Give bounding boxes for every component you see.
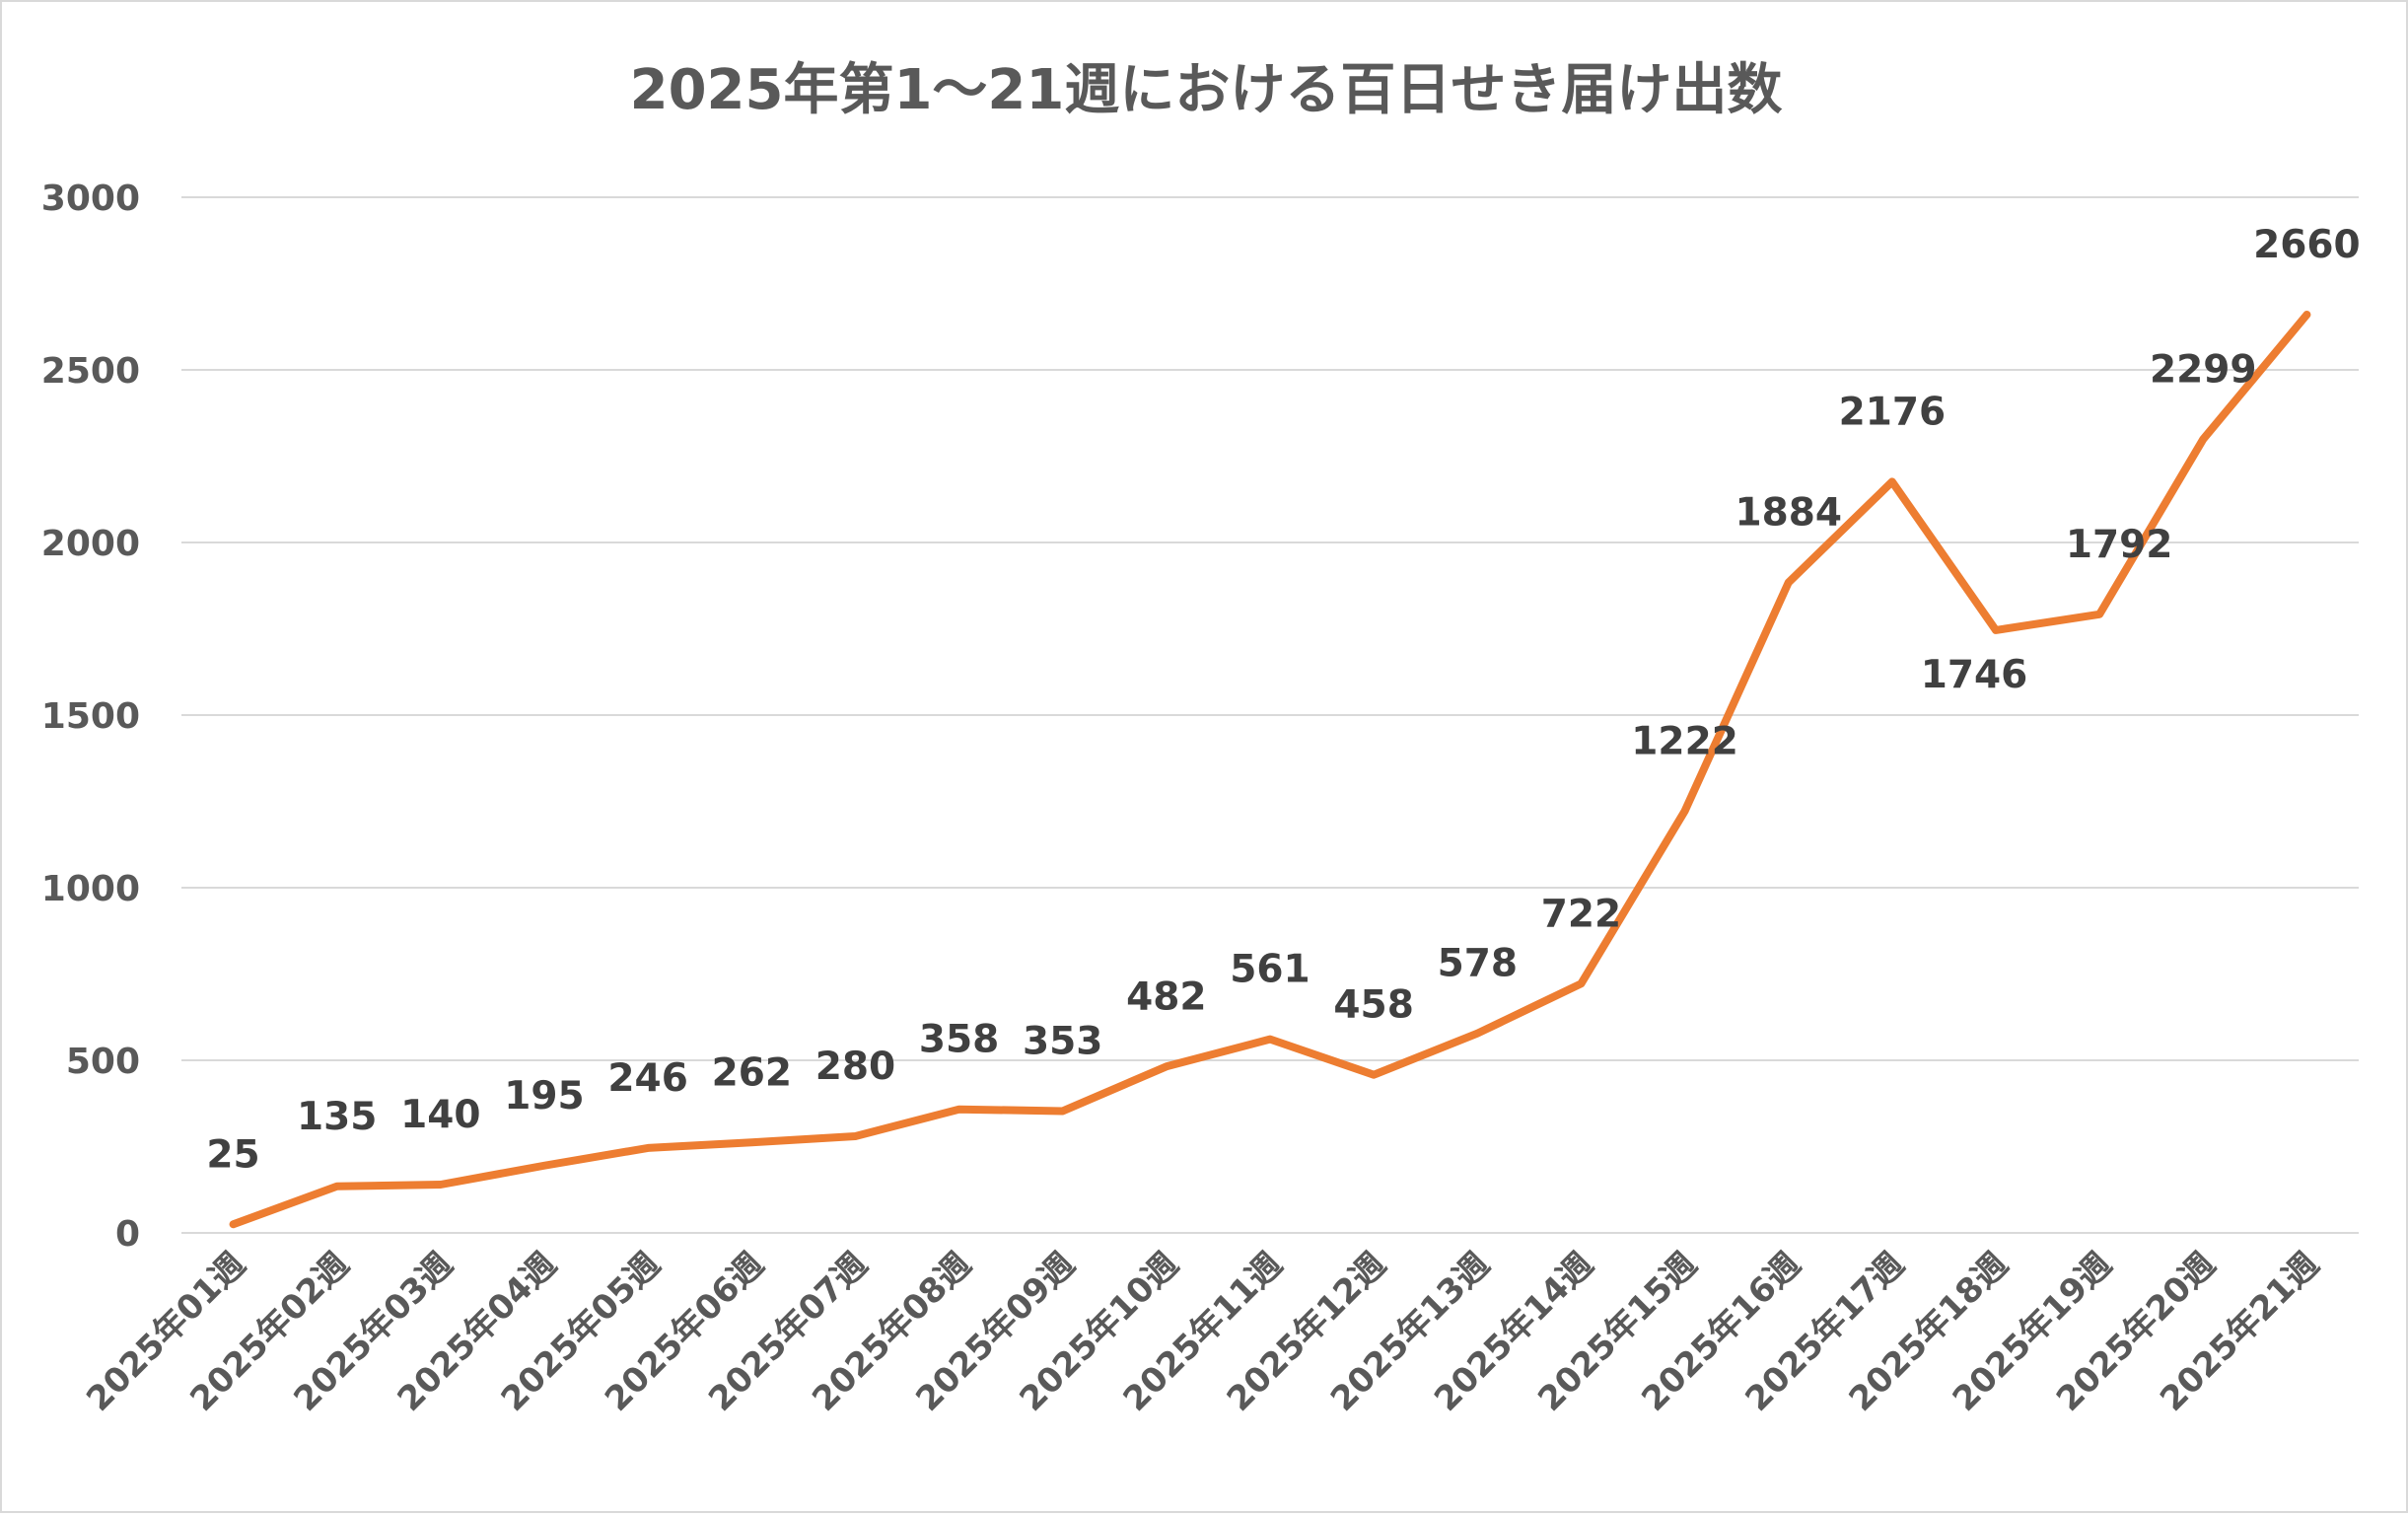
data-labels: 25 135 140 195 246 262 280 358 353 482 561 458 578 72… xyxy=(206,223,2360,1177)
data-label: 458 xyxy=(1333,983,1413,1028)
data-label: 246 xyxy=(607,1056,687,1101)
data-label: 2299 xyxy=(2150,347,2257,392)
data-label: 195 xyxy=(504,1074,584,1118)
series-layer xyxy=(229,311,2311,1229)
data-label: 2176 xyxy=(1839,390,1947,434)
data-label: 135 xyxy=(297,1095,377,1139)
y-tick-label: 2000 xyxy=(41,524,140,564)
data-label: 353 xyxy=(1023,1019,1102,1063)
y-tick-label: 3000 xyxy=(41,179,140,219)
y-tick-label: 0 xyxy=(115,1214,140,1255)
data-label: 358 xyxy=(919,1018,999,1062)
data-label: 140 xyxy=(400,1093,480,1137)
x-axis-ticks: 2025年01週2025年02週2025年03週2025年04週2025年05週… xyxy=(79,1245,2327,1419)
y-tick-label: 1000 xyxy=(41,869,140,909)
gridlines xyxy=(181,196,2359,1234)
data-label: 722 xyxy=(1541,892,1621,936)
y-axis-ticks: 0 500 1000 1500 2000 2500 3000 xyxy=(41,179,140,1255)
data-label: 1222 xyxy=(1631,719,1738,763)
chart-title: 2025年第1～21週における百日せき届け出数 xyxy=(630,58,1783,122)
data-label: 1746 xyxy=(1921,653,2028,697)
data-label: 1884 xyxy=(1735,491,1842,536)
y-tick-label: 1500 xyxy=(41,696,140,737)
data-label: 578 xyxy=(1438,942,1518,986)
data-label: 280 xyxy=(815,1045,895,1089)
data-label: 262 xyxy=(712,1050,792,1095)
series-line xyxy=(229,311,2311,1229)
data-label: 482 xyxy=(1126,974,1206,1019)
data-label: 1792 xyxy=(2066,523,2173,567)
y-tick-label: 500 xyxy=(66,1042,140,1082)
data-label: 561 xyxy=(1230,948,1310,992)
data-label: 25 xyxy=(206,1132,259,1177)
y-tick-label: 2500 xyxy=(41,351,140,392)
data-label: 2660 xyxy=(2253,223,2361,267)
